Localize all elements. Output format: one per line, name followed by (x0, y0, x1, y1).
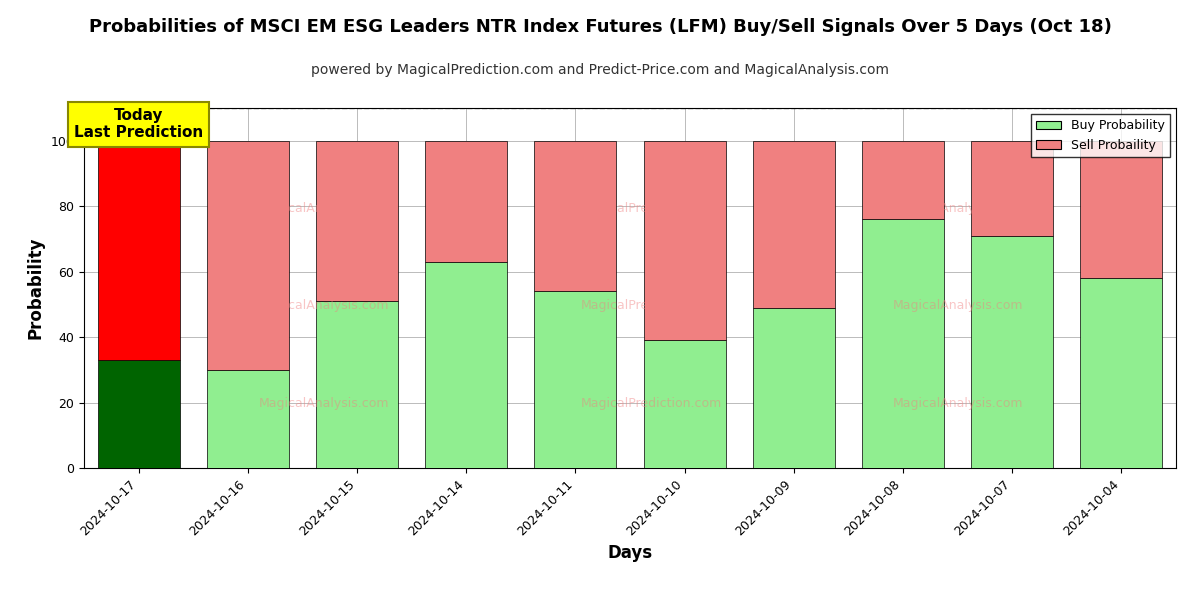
Text: Today
Last Prediction: Today Last Prediction (74, 108, 203, 140)
Bar (206, 141, 289, 370)
Text: MagicalPrediction.com: MagicalPrediction.com (581, 397, 722, 410)
Text: MagicalAnalysis.com: MagicalAnalysis.com (893, 202, 1022, 215)
Bar (425, 141, 508, 262)
Bar (97, 141, 180, 360)
Bar (862, 219, 944, 468)
Bar (206, 370, 289, 468)
Bar (752, 308, 835, 468)
Text: MagicalPrediction.com: MagicalPrediction.com (581, 202, 722, 215)
Y-axis label: Probability: Probability (26, 237, 44, 339)
Bar (971, 236, 1054, 468)
Bar (1080, 278, 1163, 468)
Text: Probabilities of MSCI EM ESG Leaders NTR Index Futures (LFM) Buy/Sell Signals Ov: Probabilities of MSCI EM ESG Leaders NTR… (89, 18, 1111, 36)
Bar (316, 141, 398, 301)
Bar (862, 141, 944, 219)
Legend: Buy Probability, Sell Probaility: Buy Probability, Sell Probaility (1031, 114, 1170, 157)
Text: powered by MagicalPrediction.com and Predict-Price.com and MagicalAnalysis.com: powered by MagicalPrediction.com and Pre… (311, 63, 889, 77)
Bar (1080, 141, 1163, 278)
Bar (316, 301, 398, 468)
Bar (643, 340, 726, 468)
X-axis label: Days: Days (607, 544, 653, 562)
Text: MagicalPrediction.com: MagicalPrediction.com (581, 299, 722, 313)
Text: MagicalAnalysis.com: MagicalAnalysis.com (259, 202, 390, 215)
Text: MagicalAnalysis.com: MagicalAnalysis.com (259, 397, 390, 410)
Bar (643, 141, 726, 340)
Bar (425, 262, 508, 468)
Bar (97, 360, 180, 468)
Bar (752, 141, 835, 308)
Bar (534, 141, 617, 291)
Text: MagicalAnalysis.com: MagicalAnalysis.com (893, 397, 1022, 410)
Text: MagicalAnalysis.com: MagicalAnalysis.com (893, 299, 1022, 313)
Bar (971, 141, 1054, 236)
Text: MagicalAnalysis.com: MagicalAnalysis.com (259, 299, 390, 313)
Bar (534, 291, 617, 468)
